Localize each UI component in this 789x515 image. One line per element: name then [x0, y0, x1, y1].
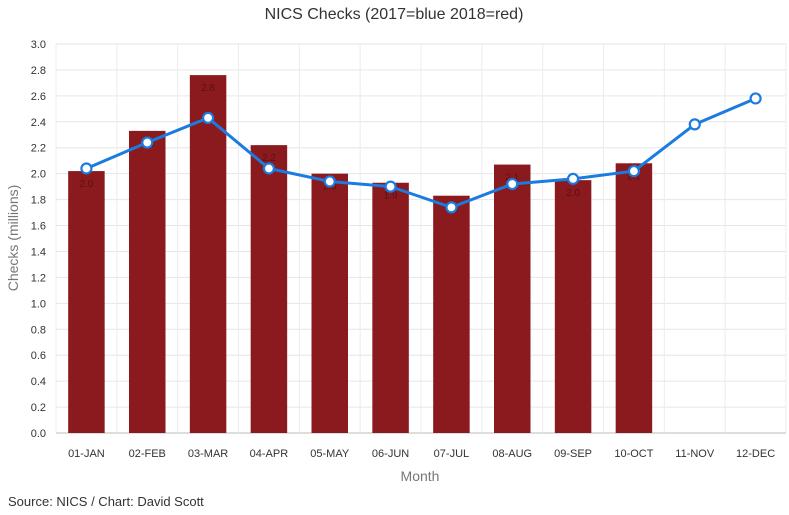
bar-series-2018	[68, 75, 653, 434]
bar-data-label: 2.0	[566, 188, 580, 199]
x-tick-label: 04-APR	[250, 448, 289, 460]
x-tick-label: 07-JUL	[434, 448, 469, 460]
bar	[311, 173, 348, 433]
bar-data-label: 2.8	[201, 83, 215, 94]
series-line	[85, 97, 757, 209]
y-tick-label: 1.6	[31, 221, 46, 233]
line-point	[201, 111, 215, 125]
line-point	[384, 180, 397, 193]
line-series-2017	[80, 92, 762, 214]
line-point	[749, 92, 762, 105]
line-point	[688, 118, 701, 131]
line-point	[262, 162, 276, 175]
y-tick-label: 1.2	[31, 272, 46, 284]
x-axis-ticks: 01-JAN 02-FEB 03-MAR 04-APR 05-MAY 06-JUN 07-J…	[68, 448, 775, 460]
bar	[129, 130, 166, 434]
bar-data-label: 1.9	[384, 191, 398, 202]
x-tick-label: 02-FEB	[129, 448, 166, 460]
line-point	[445, 201, 458, 214]
bar	[433, 195, 470, 433]
bar	[189, 75, 227, 434]
line-point	[506, 177, 519, 191]
x-tick-label: 03-MAR	[188, 448, 228, 460]
y-tick-label: 1.0	[31, 298, 46, 310]
y-tick-label: 0.2	[31, 402, 46, 414]
y-tick-label: 2.4	[31, 117, 46, 129]
bar	[615, 163, 653, 433]
chart-title: NICS Checks (2017=blue 2018=red)	[265, 6, 524, 23]
x-tick-label: 11-NOV	[675, 448, 715, 460]
bar-data-label: 2.2	[262, 153, 276, 164]
y-tick-label: 2.2	[31, 143, 46, 155]
bar	[68, 171, 105, 433]
bar-data-label: 2.0	[79, 179, 93, 190]
x-tick-label: 05-MAY	[310, 448, 350, 460]
line-point	[80, 162, 93, 175]
y-tick-label: 0.6	[31, 350, 46, 362]
x-tick-label: 08-AUG	[492, 448, 532, 460]
y-tick-label: 3.0	[31, 39, 46, 51]
y-tick-label: 0.0	[31, 428, 46, 440]
x-tick-label: 01-JAN	[68, 448, 105, 460]
x-tick-label: 12-DEC	[736, 448, 775, 460]
bar	[554, 180, 592, 433]
y-tick-label: 2.8	[31, 65, 46, 77]
line-point	[323, 175, 336, 188]
gridlines	[55, 43, 787, 434]
bar	[494, 164, 531, 433]
y-tick-label: 1.4	[31, 246, 46, 258]
y-tick-label: 1.8	[31, 195, 46, 207]
x-tick-label: 06-JUN	[372, 448, 409, 460]
source-note: Source: NICS / Chart: David Scott	[8, 494, 204, 509]
y-tick-label: 0.4	[31, 376, 46, 388]
line-point	[627, 164, 641, 178]
y-tick-label: 2.0	[31, 169, 46, 181]
y-tick-label: 0.8	[31, 324, 46, 336]
bar	[250, 145, 288, 433]
y-tick-label: 2.6	[31, 91, 46, 103]
y-axis-ticks: 0.0 0.2 0.4 0.6 0.8 1.0 1.2 1.4 1.6 1.8 2.0 2.2 2.4 2…	[31, 39, 46, 440]
y-axis-title: Checks (millions)	[5, 185, 21, 292]
line-point	[566, 172, 580, 185]
x-tick-label: 09-SEP	[554, 448, 592, 460]
line-point	[141, 136, 154, 149]
x-tick-label: 10-OCT	[614, 448, 653, 460]
bar	[372, 182, 409, 433]
x-axis-title: Month	[401, 468, 440, 484]
